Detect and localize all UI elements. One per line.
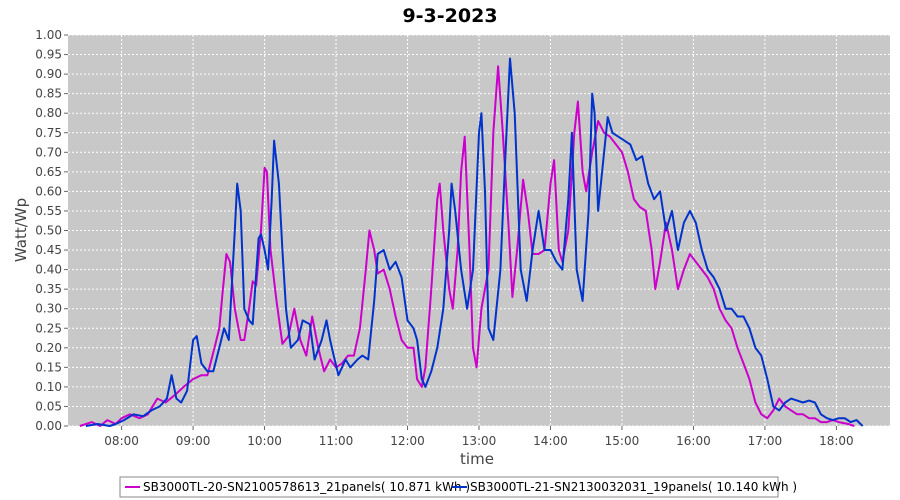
- y-tick-label: 0.20: [35, 341, 62, 355]
- series-line-2: [85, 57, 864, 427]
- x-tick-label: 18:00: [819, 434, 854, 448]
- y-tick-label: 0.05: [35, 399, 62, 413]
- x-tick-label: 10:00: [247, 434, 282, 448]
- y-tick-label: 0.80: [35, 106, 62, 120]
- x-tick-label: 14:00: [533, 434, 568, 448]
- y-tick-label: 0.75: [35, 126, 62, 140]
- x-tick-label: 09:00: [176, 434, 211, 448]
- y-tick-label: 1.00: [35, 28, 62, 42]
- x-axis-ticks: 08:00 09:00 10:00 11:00 12:00 13:00 14:00 15:00…: [104, 426, 854, 448]
- x-tick-label: 12:00: [390, 434, 425, 448]
- y-tick-label: 0.00: [35, 419, 62, 433]
- y-tick-label: 0.40: [35, 263, 62, 277]
- legend-box: [119, 476, 779, 498]
- x-tick-label: 11:00: [319, 434, 354, 448]
- x-tick-label: 13:00: [462, 434, 497, 448]
- y-axis-label: Watt/Wp: [12, 198, 30, 262]
- y-tick-label: 0.70: [35, 145, 62, 159]
- y-tick-label: 0.95: [35, 48, 62, 62]
- y-tick-label: 0.55: [35, 204, 62, 218]
- y-tick-label: 0.30: [35, 302, 62, 316]
- x-tick-label: 15:00: [605, 434, 640, 448]
- x-tick-label: 08:00: [104, 434, 139, 448]
- legend-label-series-1: SB3000TL-20-SN2100578613_21panels( 10.87…: [143, 480, 470, 494]
- series-lines: [79, 57, 864, 427]
- chart-title: 9-3-2023: [402, 5, 497, 27]
- y-axis-ticks: 0.00 0.05 0.10 0.15 0.20 0.25 0.30 0.35 0.40 0.45…: [35, 28, 68, 433]
- series-line-1: [79, 65, 855, 427]
- y-tick-label: 0.65: [35, 165, 62, 179]
- y-tick-label: 0.85: [35, 87, 62, 101]
- x-axis-label: time: [460, 450, 494, 468]
- x-tick-label: 16:00: [676, 434, 711, 448]
- x-tick-label: 17:00: [748, 434, 783, 448]
- y-tick-label: 0.50: [35, 224, 62, 238]
- y-tick-label: 0.10: [35, 380, 62, 394]
- y-tick-label: 0.90: [35, 67, 62, 81]
- legend: SB3000TL-20-SN2100578613_21panels( 10.87…: [119, 476, 797, 498]
- y-tick-label: 0.25: [35, 321, 62, 335]
- y-tick-label: 0.60: [35, 184, 62, 198]
- y-tick-label: 0.35: [35, 282, 62, 296]
- y-tick-label: 0.45: [35, 243, 62, 257]
- legend-label-series-2: SB3000TL-21-SN2130032031_19panels( 10.14…: [470, 480, 797, 494]
- y-tick-label: 0.15: [35, 360, 62, 374]
